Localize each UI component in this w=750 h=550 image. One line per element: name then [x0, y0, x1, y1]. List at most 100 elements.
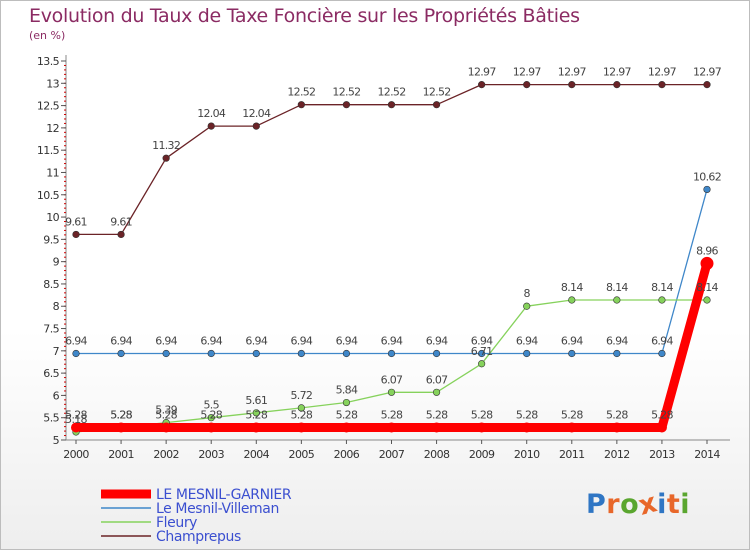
data-label: 5.28	[291, 409, 313, 422]
data-point	[297, 101, 305, 109]
data-point	[703, 296, 711, 304]
data-label: 5.28	[426, 409, 448, 422]
data-label: 9.61	[110, 215, 132, 228]
data-point	[71, 422, 81, 433]
data-label: 6.07	[426, 373, 448, 386]
y-tick-label: 9.5	[43, 233, 59, 246]
data-point	[72, 230, 80, 239]
data-point	[387, 388, 396, 396]
y-tick-label: 6.5	[43, 367, 59, 380]
logo-letter: o	[620, 489, 640, 520]
y-tick-label: 10	[46, 211, 59, 224]
data-label: 5.28	[200, 409, 222, 422]
data-point	[386, 422, 397, 433]
data-point	[568, 349, 576, 358]
data-point	[116, 422, 127, 433]
y-tick-label: 8.5	[43, 278, 59, 291]
data-point	[432, 349, 441, 358]
data-label: 5.28	[245, 409, 267, 422]
data-point	[387, 101, 396, 109]
data-label: 5.18	[65, 413, 87, 426]
data-point	[478, 81, 486, 89]
legend-label: Fleury	[156, 515, 197, 531]
data-point	[658, 296, 666, 304]
data-point	[478, 360, 486, 368]
x-tick-label: 2013	[649, 448, 675, 461]
data-point	[207, 414, 215, 422]
data-point	[72, 349, 80, 358]
x-tick-label: 2002	[153, 448, 179, 461]
y-tick-label: 6	[53, 389, 60, 402]
data-point	[206, 422, 217, 433]
y-tick-label: 11	[46, 166, 59, 179]
data-label: 12.97	[558, 66, 587, 79]
data-label: 6.94	[336, 334, 358, 347]
data-point	[342, 101, 351, 109]
data-label: 8.14	[606, 281, 628, 294]
data-label: 8.14	[651, 281, 673, 294]
logo-letter: i	[657, 489, 667, 520]
data-label: 5.39	[155, 404, 177, 417]
y-tick-label: 7	[53, 345, 60, 358]
chart-unit-label: (en %)	[29, 29, 66, 42]
data-label: 6.07	[381, 373, 403, 386]
data-point	[252, 122, 260, 130]
data-label: 5.28	[110, 409, 132, 422]
data-label: 12.52	[332, 86, 360, 99]
data-point	[162, 349, 170, 358]
x-tick-label: 2006	[334, 448, 360, 461]
data-label: 8	[524, 287, 531, 300]
data-label: 6.94	[426, 334, 448, 347]
y-tick-label: 12	[46, 122, 59, 135]
logo-letter: P	[586, 489, 607, 520]
data-label: 5.61	[245, 394, 267, 407]
data-label: 5.28	[651, 409, 673, 422]
y-tick-label: 13.5	[37, 55, 60, 68]
data-point	[700, 256, 714, 270]
logo-letter: r	[606, 489, 621, 520]
legend-label: Le Mesnil-Villeman	[156, 501, 279, 517]
data-label: 5.28	[471, 409, 493, 422]
data-label: 6.94	[110, 334, 132, 347]
y-tick-label: 5	[53, 434, 60, 447]
data-label: 6.94	[200, 334, 222, 347]
data-label: 10.62	[693, 170, 721, 183]
data-label: 5.28	[516, 409, 538, 422]
data-label: 12.97	[468, 66, 497, 79]
data-label: 5.28	[110, 409, 132, 422]
x-tick-label: 2005	[289, 448, 315, 461]
data-point	[566, 422, 577, 433]
data-label: 6.94	[291, 334, 313, 347]
data-label: 6.94	[606, 334, 628, 347]
proxiti-logo: Proxiti	[586, 487, 690, 522]
data-label: 6.94	[65, 334, 87, 347]
data-label: 5.84	[336, 384, 358, 397]
data-point	[656, 422, 667, 433]
data-point	[342, 398, 351, 407]
data-point	[296, 422, 307, 433]
legend-label: Champrepus	[156, 529, 241, 545]
data-label: 5.72	[291, 389, 313, 402]
data-point	[613, 349, 621, 358]
data-label: 6.94	[561, 334, 583, 347]
data-label: 6.94	[381, 334, 403, 347]
data-label: 5.28	[155, 409, 177, 422]
y-tick-labels: 5 5.5 6 6.5 7 7.5 8 8.5 9 9.5 10 10.5 11 11.5 12 12.5 13…	[37, 55, 66, 447]
data-point	[342, 349, 351, 358]
data-point	[432, 388, 441, 396]
data-point	[523, 81, 531, 89]
y-tick-label: 8	[53, 300, 60, 313]
data-point	[431, 422, 442, 433]
data-label: 8.14	[696, 281, 718, 294]
data-point	[207, 122, 215, 130]
data-point	[658, 349, 666, 358]
y-tick-label: 7.5	[43, 323, 59, 336]
data-label: 12.52	[378, 86, 406, 99]
data-label: 11.32	[152, 139, 180, 152]
y-tick-label: 13	[46, 77, 59, 90]
data-label: 6.94	[155, 334, 177, 347]
data-label: 12.97	[693, 66, 722, 79]
data-label: 12.97	[603, 66, 632, 79]
